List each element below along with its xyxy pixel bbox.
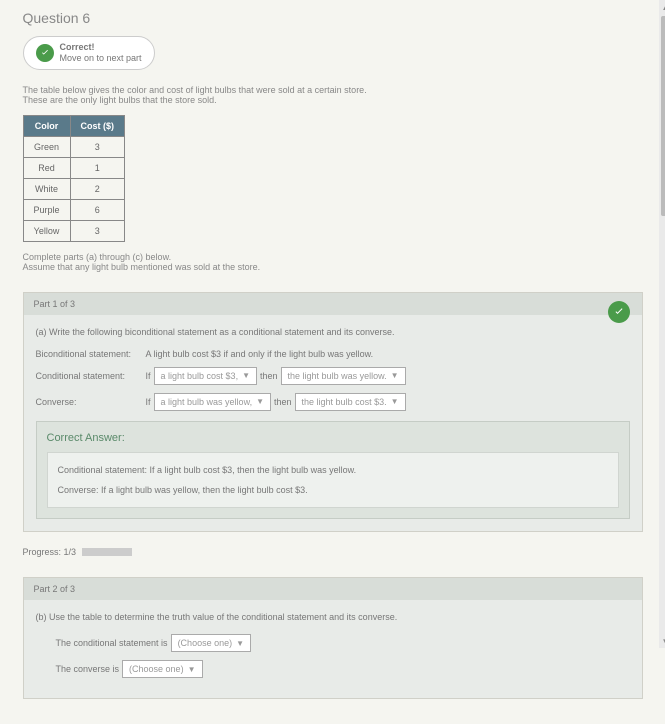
note-text: Complete parts (a) through (c) below. As… — [23, 252, 643, 272]
chevron-down-icon: ▼ — [188, 665, 196, 674]
scroll-down-icon[interactable]: ▼ — [659, 634, 665, 648]
part-b-instruction: (b) Use the table to determine the truth… — [36, 612, 630, 622]
chevron-down-icon: ▼ — [236, 639, 244, 648]
correct-badge: Correct! Move on to next part — [23, 36, 155, 70]
part-b: Part 2 of 3 (b) Use the table to determi… — [23, 577, 643, 699]
converse-row: Converse: If a light bulb was yellow,▼ t… — [36, 393, 630, 411]
table-row: Purple6 — [23, 199, 125, 220]
correct-line-1: Conditional statement: If a light bulb c… — [58, 463, 608, 477]
part-header: Part 1 of 3 — [24, 293, 642, 315]
part-a-instruction: (a) Write the following biconditional st… — [36, 327, 630, 337]
conditional-select-1[interactable]: a light bulb cost $3,▼ — [154, 367, 257, 385]
scroll-up-icon[interactable]: ▲ — [659, 0, 665, 14]
question-title: Question 6 — [23, 10, 643, 26]
chevron-down-icon: ▼ — [256, 397, 264, 406]
conditional-row: Conditional statement: If a light bulb c… — [36, 367, 630, 385]
chevron-down-icon: ▼ — [391, 371, 399, 380]
chevron-down-icon: ▼ — [242, 371, 250, 380]
conditional-select-2[interactable]: the light bulb was yellow.▼ — [281, 367, 406, 385]
table-row: White2 — [23, 178, 125, 199]
correct-answer-box: Correct Answer: Conditional statement: I… — [36, 421, 630, 520]
badge-label: Correct! — [60, 42, 142, 53]
converse-select-2[interactable]: the light bulb cost $3.▼ — [295, 393, 406, 411]
correct-line-2: Converse: If a light bulb was yellow, th… — [58, 483, 608, 497]
part-b-row-2: The converse is (Choose one)▼ — [56, 660, 630, 678]
converse-select-1[interactable]: a light bulb was yellow,▼ — [154, 393, 271, 411]
scroll-thumb[interactable] — [661, 16, 665, 216]
check-icon — [36, 44, 54, 62]
correct-answer-title: Correct Answer: — [47, 432, 619, 444]
progress-indicator: Progress: 1/3 — [23, 547, 643, 557]
table-row: Green3 — [23, 136, 125, 157]
part-b-row-1: The conditional statement is (Choose one… — [56, 634, 630, 652]
truth-select-2[interactable]: (Choose one)▼ — [122, 660, 202, 678]
badge-sub: Move on to next part — [60, 53, 142, 64]
table-row: Yellow3 — [23, 220, 125, 241]
part-a: Part 1 of 3 (a) Write the following bico… — [23, 292, 643, 533]
biconditional-row: Biconditional statement: A light bulb co… — [36, 349, 630, 359]
truth-select-1[interactable]: (Choose one)▼ — [171, 634, 251, 652]
chevron-down-icon: ▼ — [391, 397, 399, 406]
data-table: ColorCost ($) Green3 Red1 White2 Purple6… — [23, 115, 126, 242]
scrollbar[interactable]: ▲ ▼ — [659, 0, 665, 648]
intro-text: The table below gives the color and cost… — [23, 85, 643, 105]
part-check-icon — [608, 301, 630, 323]
table-row: Red1 — [23, 157, 125, 178]
part-header: Part 2 of 3 — [24, 578, 642, 600]
